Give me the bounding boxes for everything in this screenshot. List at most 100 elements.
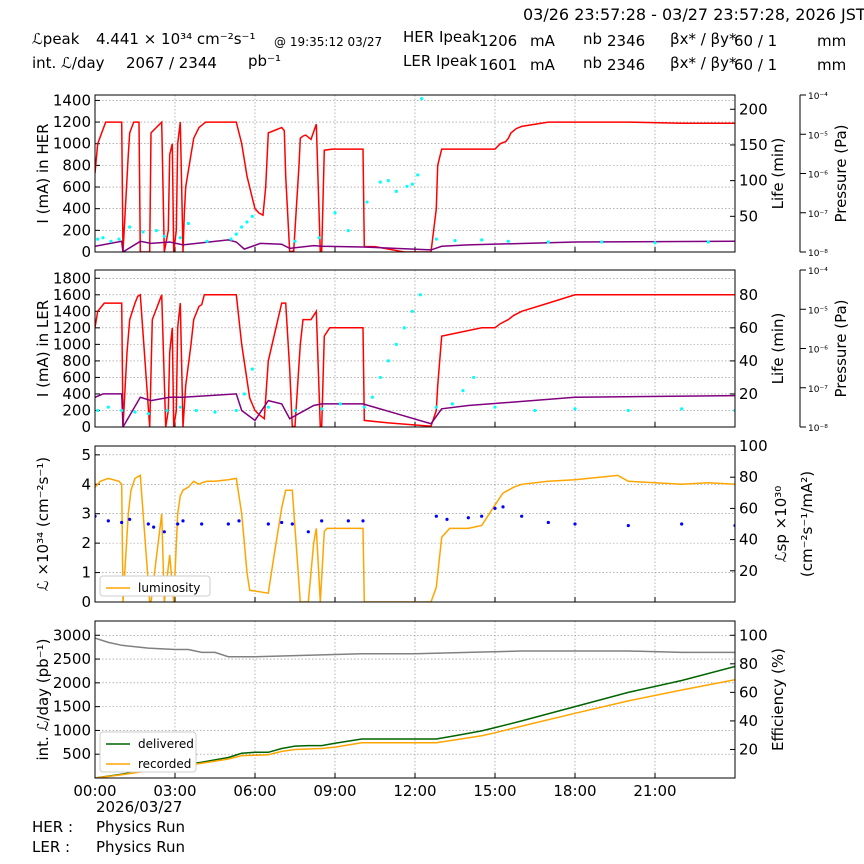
specific_lumi-point [106, 519, 110, 523]
pressure-point [333, 211, 337, 215]
y2-tick-label: 60 [739, 683, 758, 701]
specific_lumi-point [152, 525, 156, 529]
pressure-point [250, 367, 254, 371]
y2-tick-label: 50 [739, 207, 758, 225]
pressure-tick-label: 10⁻⁶ [808, 346, 828, 356]
pressure-point [162, 234, 166, 238]
pressure-point [120, 408, 124, 413]
x-tick-label: 12:00 [393, 782, 436, 800]
y2-tick-label: 20 [739, 385, 758, 403]
pressure-point [96, 408, 100, 413]
pressure-tick-label: 10⁻⁶ [808, 171, 828, 181]
pressure-point [338, 402, 342, 406]
series-luminosity [95, 474, 735, 602]
pressure-point [461, 389, 465, 393]
plot-frame [94, 94, 736, 253]
y2-tick-label: 40 [739, 712, 758, 730]
y-tick-label: 3000 [53, 626, 91, 644]
specific_lumi-point [520, 514, 524, 518]
pressure-point [386, 359, 390, 363]
series-life [95, 239, 735, 252]
pressure-point [346, 228, 350, 233]
specific_lumi-point [445, 517, 449, 521]
panel-integrated: 500 1000 1500 2000 2500 3000 20 40 60 80 100 int. ℒ… [34, 620, 787, 800]
pressure-tick-label: 10⁻⁴ [808, 267, 828, 277]
footer-date: 2026/03/27 [96, 798, 183, 816]
y2-tick-label: 20 [739, 740, 758, 758]
specific_lumi-point [200, 522, 204, 526]
y-tick-label: 5 [81, 446, 91, 464]
y2-tick-label: 60 [739, 499, 758, 517]
pressure-point [410, 309, 414, 313]
y2-tick-label: 20 [739, 562, 758, 580]
y-axis-label: I (mA) in LER [34, 300, 52, 397]
ler-ipeak-label: LER Ipeak [403, 52, 478, 70]
pressure-point [365, 200, 369, 204]
series-pressure [96, 96, 710, 245]
specific_lumi-point [346, 519, 350, 523]
her-ipeak-value: 1206 [479, 32, 518, 50]
pressure-point [706, 240, 710, 244]
pressure-point [402, 326, 406, 330]
pressure-point [106, 405, 110, 409]
y-tick-label: 1 [81, 564, 91, 582]
legend-label-luminosity: luminosity [138, 581, 200, 595]
footer-her-status: Physics Run [96, 818, 186, 836]
pressure-point [229, 237, 233, 241]
panel-her: 0 200 400 600 800 1000 1200 1400 50 100 150 200 I (m… [34, 91, 850, 261]
x-tick-label: 15:00 [473, 782, 516, 800]
specific_lumi-point [226, 522, 230, 526]
y-tick-label: 400 [62, 200, 91, 218]
y-tick-label: 500 [62, 745, 91, 763]
specific_lumi-point [434, 514, 438, 518]
pressure-point [293, 239, 297, 243]
y-tick-label: 1400 [53, 91, 91, 109]
y2-tick-label: 40 [739, 352, 758, 370]
specific_lumi-point [146, 522, 150, 526]
her-ipeak-label: HER Ipeak [403, 28, 480, 46]
pressure-point [133, 410, 137, 414]
pressure-point [472, 375, 476, 380]
pressure-point [96, 237, 100, 241]
specific_lumi-point [120, 520, 124, 525]
y-tick-label: 400 [62, 385, 91, 403]
pressure-point [626, 408, 630, 413]
pressure-point [506, 239, 510, 243]
pressure-point [109, 239, 113, 243]
specific_lumi-point [626, 523, 630, 528]
pressure-point [146, 412, 150, 416]
specific_lumi-point [361, 519, 365, 523]
pressure-point [293, 408, 297, 413]
panel-luminosity: 0 1 2 3 4 5 20 40 60 80 100 ℒ ×10³⁴ (cm⁻²s⁻¹) ℒsp ×1… [34, 437, 816, 611]
y-tick-label: 1400 [53, 302, 91, 320]
pressure-point [653, 241, 657, 245]
specific_lumi-point [573, 522, 577, 526]
y-tick-label: 800 [62, 156, 91, 174]
legend-label-recorded: recorded [138, 757, 191, 771]
ler-beta-value: 60 / 1 [734, 56, 778, 74]
series-efficiency [95, 637, 735, 658]
int-lumi-value: 2067 / 2344 [126, 54, 217, 72]
plot-frame [94, 269, 736, 428]
ler-ipeak-unit: mA [530, 56, 555, 74]
y-tick-label: 4 [81, 475, 91, 493]
pressure-point [250, 214, 254, 218]
pressure-tick-label: 10⁻⁷ [808, 210, 828, 220]
y-tick-label: 1000 [53, 135, 91, 153]
pressure-point [420, 96, 424, 101]
lpeak-value: 4.441 × 10³⁴ cm⁻²s⁻¹ [96, 30, 256, 48]
footer-ler-status: Physics Run [96, 838, 186, 856]
pressure-point [178, 405, 182, 409]
pressure-point [266, 405, 270, 409]
pressure-point [234, 408, 238, 413]
y-tick-label: 200 [62, 401, 91, 419]
y-tick-label: 0 [81, 243, 91, 261]
y-tick-label: 2 [81, 534, 91, 552]
her-ipeak-unit: mA [530, 32, 555, 50]
pressure-point [242, 392, 246, 396]
pressure-point [573, 407, 577, 411]
series-current [95, 120, 735, 252]
pressure-point [394, 342, 398, 346]
pressure-point [141, 230, 145, 234]
y2-tick-label: 100 [739, 626, 768, 644]
